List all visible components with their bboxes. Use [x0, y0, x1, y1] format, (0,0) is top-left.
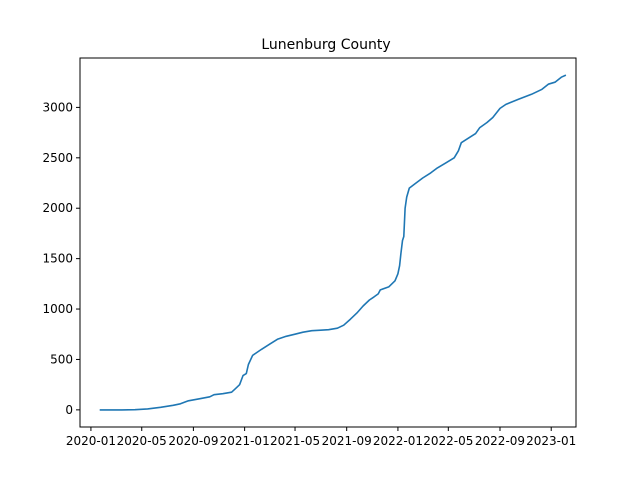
x-tick-label: 2020-09 [168, 434, 218, 448]
x-tick-label: 2022-05 [423, 434, 473, 448]
plot-frame [79, 57, 577, 428]
chart-title: Lunenburg County [261, 37, 390, 53]
y-tick-label: 1000 [42, 302, 73, 316]
plot-area [99, 74, 567, 411]
x-tick-label: 2021-01 [220, 434, 270, 448]
y-axis: 0 500 1000 1500 2000 2500 3000 [42, 100, 80, 417]
x-axis: 2020-01 2020-05 2020-09 2021-01 2021-05 2021-… [66, 427, 576, 448]
y-tick-label: 1500 [42, 252, 73, 266]
x-tick-label: 2021-05 [270, 434, 320, 448]
series-line [99, 74, 567, 411]
y-tick-label: 2000 [42, 201, 73, 215]
x-tick-label: 2022-01 [373, 434, 423, 448]
y-tick-label: 2500 [42, 151, 73, 165]
x-tick-label: 2020-05 [117, 434, 167, 448]
x-tick-label: 2020-01 [66, 434, 116, 448]
x-tick-label: 2023-01 [526, 434, 576, 448]
y-tick-label: 3000 [42, 100, 73, 114]
x-tick-label: 2022-09 [475, 434, 525, 448]
y-tick-label: 0 [65, 403, 73, 417]
y-tick-label: 500 [50, 352, 73, 366]
x-tick-label: 2021-09 [322, 434, 372, 448]
